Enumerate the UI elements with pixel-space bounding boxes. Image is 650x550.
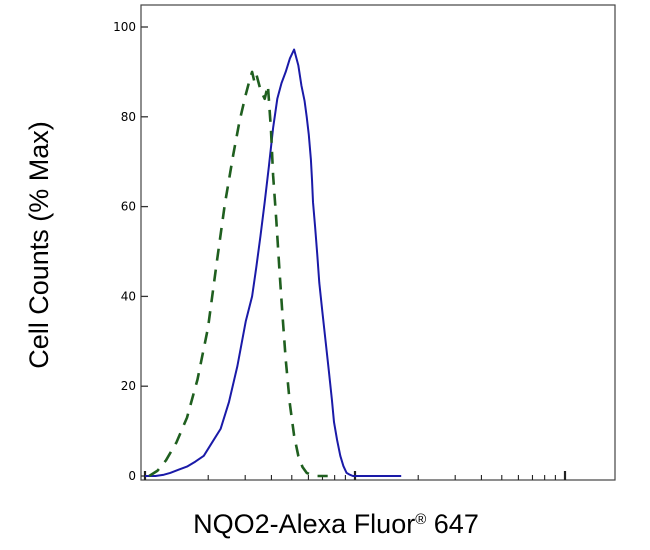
solid-series-line	[145, 48, 402, 477]
y-tick-label: 80	[121, 110, 136, 124]
series-layer	[145, 48, 402, 478]
x-axis-title-suffix: 647	[426, 509, 479, 539]
x-axis-title-superscript: ®	[415, 511, 426, 528]
y-tick-label: 0	[128, 469, 136, 483]
x-axis-title-main: NQO2-Alexa Fluor	[193, 509, 415, 539]
y-tick-label: 60	[121, 200, 136, 214]
y-tick-label: 100	[113, 20, 136, 34]
y-axis: 0 20 40 60 80 100	[113, 20, 148, 483]
dashed-series-line	[148, 70, 328, 478]
y-tick-label: 20	[121, 379, 136, 393]
plot-frame	[140, 4, 616, 481]
x-axis-title: NQO2-Alexa Fluor® 647	[193, 509, 479, 539]
y-axis-title: Cell Counts (% Max)	[24, 121, 54, 369]
y-tick-label: 40	[121, 289, 136, 303]
x-axis	[143, 471, 567, 480]
